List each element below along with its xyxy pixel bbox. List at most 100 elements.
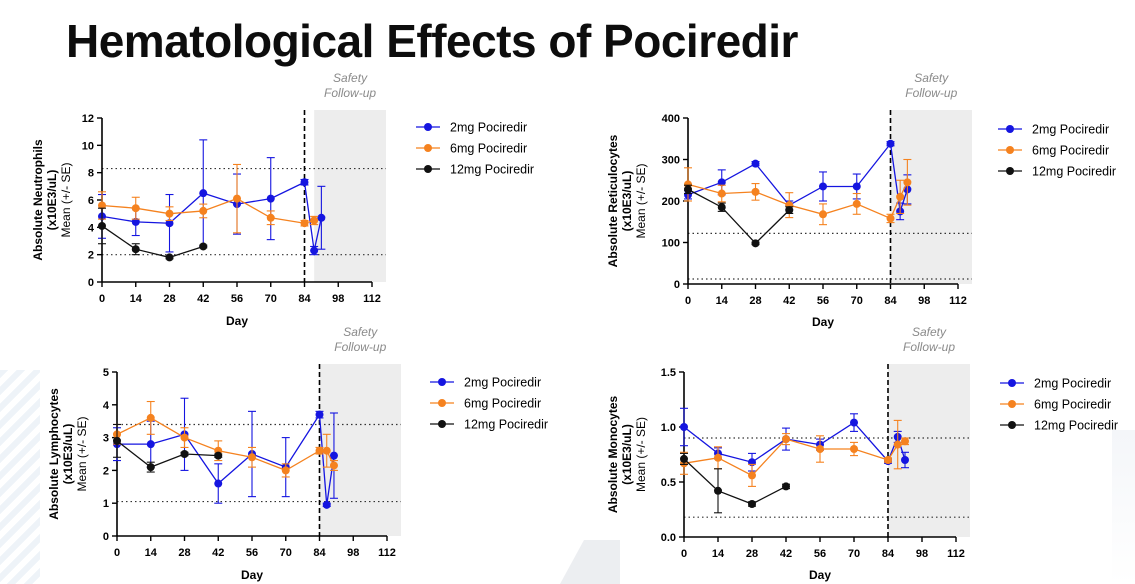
followup-region	[314, 110, 386, 282]
data-point	[233, 194, 241, 203]
legend-marker	[424, 165, 432, 173]
data-point	[131, 204, 140, 213]
data-point	[680, 423, 688, 431]
y-axis-title: (x10E3/uL)	[45, 170, 59, 231]
y-tick-label: 0.0	[661, 532, 676, 544]
data-point	[180, 450, 189, 458]
data-point	[816, 445, 824, 453]
data-point	[717, 178, 726, 187]
data-point	[131, 245, 140, 254]
y-tick-label: 0	[103, 531, 109, 543]
y-tick-label: 4	[103, 400, 110, 412]
data-point	[165, 253, 174, 262]
y-tick-label: 0.5	[661, 477, 676, 489]
series-line	[117, 412, 335, 505]
x-tick-label: 0	[114, 547, 120, 559]
data-point	[850, 445, 858, 453]
data-point	[317, 213, 326, 222]
x-tick-label: 98	[347, 547, 359, 559]
x-tick-label: 0	[681, 548, 687, 560]
legend-marker	[1008, 400, 1016, 408]
y-axis-title: Mean (+/- SE)	[634, 163, 648, 238]
y-tick-label: 12	[82, 113, 94, 125]
legend-label: 2mg Pociredir	[450, 121, 527, 135]
y-tick-label: 400	[662, 113, 680, 125]
x-tick-label: 112	[947, 548, 965, 560]
data-point	[748, 500, 756, 508]
x-tick-label: 28	[749, 295, 761, 307]
x-tick-label: 98	[918, 295, 930, 307]
data-point	[98, 221, 106, 230]
data-point	[886, 139, 895, 148]
y-tick-label: 6	[88, 195, 94, 207]
x-tick-label: 0	[685, 295, 691, 307]
data-point	[281, 466, 290, 475]
followup-label: Follow-up	[905, 86, 957, 100]
legend-label: 12mg Pociredir	[450, 163, 534, 177]
x-tick-label: 112	[949, 295, 967, 307]
legend-marker	[438, 399, 446, 407]
legend-label: 12mg Pociredir	[464, 418, 548, 432]
y-axis-title: (x10E3/uL)	[620, 171, 634, 232]
data-point	[131, 217, 140, 226]
followup-label: Follow-up	[324, 86, 376, 100]
legend-marker	[424, 144, 432, 152]
data-point	[214, 479, 223, 488]
y-tick-label: 200	[662, 196, 680, 208]
data-point	[901, 437, 909, 446]
followup-label: Safety	[343, 325, 378, 339]
data-point	[896, 192, 905, 201]
data-point	[315, 446, 324, 455]
legend-label: 12mg Pociredir	[1032, 165, 1116, 179]
legend-label: 6mg Pociredir	[450, 142, 527, 156]
x-tick-label: 56	[246, 547, 258, 559]
legend-marker	[438, 378, 446, 386]
x-tick-label: 28	[746, 548, 758, 560]
legend-marker	[1008, 379, 1016, 387]
x-axis-title: Day	[241, 568, 263, 582]
data-point	[214, 451, 223, 460]
x-tick-label: 98	[332, 293, 344, 305]
followup-label: Follow-up	[903, 340, 955, 354]
data-point	[852, 199, 861, 208]
data-point	[751, 187, 760, 196]
data-point	[322, 500, 331, 509]
x-tick-label: 84	[313, 547, 326, 559]
data-point	[113, 436, 121, 445]
y-tick-label: 0	[88, 277, 94, 289]
data-point	[146, 463, 155, 472]
y-tick-label: 3	[103, 433, 109, 445]
x-axis-title: Day	[809, 568, 831, 582]
data-point	[165, 209, 174, 218]
data-point	[714, 453, 722, 462]
series-line	[116, 440, 219, 468]
legend-label: 2mg Pociredir	[1032, 123, 1109, 137]
series-line	[687, 188, 790, 245]
data-point	[886, 214, 895, 223]
legend-marker	[1006, 167, 1014, 175]
y-axis-title: Absolute Monocytes	[606, 396, 620, 514]
x-tick-label: 56	[814, 548, 826, 560]
x-tick-label: 0	[99, 293, 105, 305]
series-line	[101, 181, 323, 251]
x-tick-label: 14	[716, 295, 729, 307]
background-stripe-decoration	[0, 370, 40, 584]
x-tick-label: 98	[916, 548, 928, 560]
x-tick-label: 14	[145, 547, 158, 559]
data-point	[199, 206, 208, 215]
x-tick-label: 42	[212, 547, 224, 559]
slide-title: Hematological Effects of Pociredir	[66, 15, 798, 67]
data-point	[748, 471, 756, 480]
legend-label: 6mg Pociredir	[464, 397, 541, 411]
data-point	[782, 435, 790, 444]
y-axis-title: Mean (+/- SE)	[59, 162, 73, 237]
data-point	[782, 482, 790, 491]
data-point	[248, 453, 256, 462]
x-tick-label: 42	[780, 548, 792, 560]
x-tick-label: 56	[817, 295, 829, 307]
y-axis-title: (x10E3/uL)	[61, 424, 75, 485]
followup-label: Safety	[912, 325, 947, 339]
y-tick-label: 1.5	[661, 367, 676, 379]
